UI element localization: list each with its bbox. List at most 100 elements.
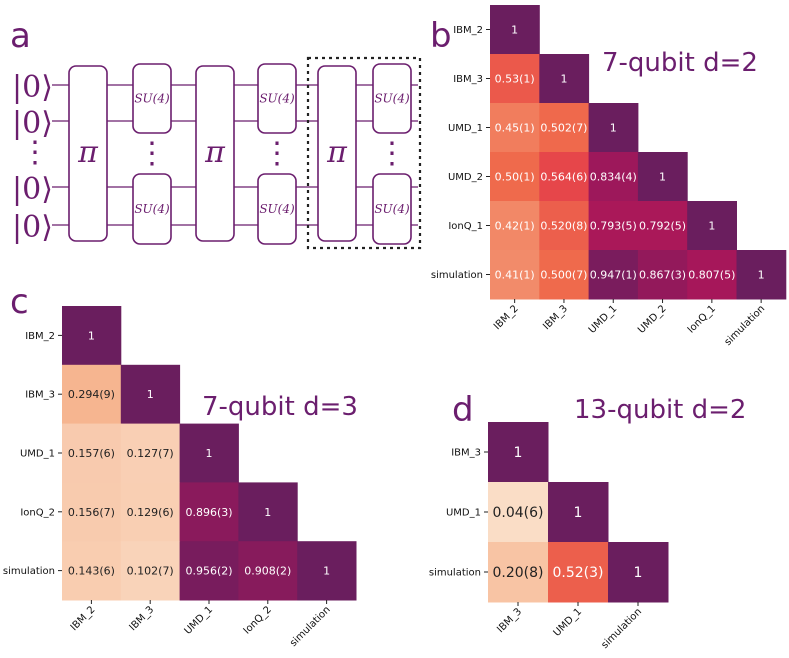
heatmap-cell bbox=[637, 201, 688, 251]
heatmap-cell bbox=[548, 482, 609, 543]
panel-c-title: 7-qubit d=3 bbox=[202, 392, 358, 422]
su4-gate-1-2 bbox=[132, 173, 172, 245]
heatmap-cell bbox=[548, 542, 609, 603]
y-tick-label: simulation bbox=[3, 566, 55, 577]
heatmap-cell-label: 0.20(8) bbox=[492, 565, 543, 581]
heatmap-cell bbox=[120, 364, 181, 425]
pi-gate-2 bbox=[195, 65, 235, 242]
heatmap-cell bbox=[297, 541, 357, 601]
y-tick-label: IonQ_1 bbox=[448, 221, 483, 232]
heatmap-cell bbox=[490, 5, 540, 55]
heatmap-cell bbox=[120, 482, 181, 542]
heatmap-cell-label: 0.129(6) bbox=[127, 506, 174, 519]
pi-gate-1 bbox=[68, 65, 108, 242]
heatmap-cell bbox=[120, 541, 181, 601]
y-tick-label: UMD_1 bbox=[446, 508, 481, 519]
heatmap-cell bbox=[62, 423, 122, 483]
y-tick-label: IBM_3 bbox=[451, 448, 481, 459]
su4-gate-label: SU(4) bbox=[374, 202, 410, 216]
heatmap-cell-label: 1 bbox=[264, 506, 271, 519]
heatmap-cell bbox=[62, 541, 122, 601]
x-tick-label: UMD_1 bbox=[552, 606, 585, 639]
su4-gate-label: SU(4) bbox=[259, 92, 295, 106]
heatmap-cell-label: 0.947(1) bbox=[590, 268, 637, 281]
heatmap-cell bbox=[637, 250, 688, 300]
heatmap-cell-label: 0.143(6) bbox=[68, 565, 115, 578]
heatmap-cell-label: 0.956(2) bbox=[185, 565, 232, 578]
heatmap-cell bbox=[488, 542, 549, 603]
heatmap-cell bbox=[588, 103, 639, 153]
heatmap-cell-label: 1 bbox=[659, 170, 666, 183]
ket-zero-3: |0⟩ bbox=[12, 172, 53, 207]
heatmap-cell-label: 0.564(6) bbox=[540, 170, 587, 183]
heatmap-cell-label: 0.41(1) bbox=[495, 268, 535, 281]
heatmap-cell-label: 0.127(7) bbox=[127, 447, 174, 460]
heatmap-cell bbox=[539, 54, 590, 104]
heatmap-cell-label: 0.50(1) bbox=[495, 170, 535, 183]
panel-b-title: 7-qubit d=2 bbox=[602, 48, 758, 78]
heatmap-cell-label: 0.156(7) bbox=[68, 506, 115, 519]
ket-zero-1: |0⟩ bbox=[12, 70, 53, 105]
su4-gate-label: SU(4) bbox=[134, 92, 170, 106]
heatmap-cell bbox=[687, 250, 737, 300]
heatmap-cell bbox=[687, 201, 737, 251]
heatmap-cell bbox=[608, 542, 669, 603]
x-tick-label: IBM_3 bbox=[495, 606, 524, 635]
panel-c-letter: c bbox=[10, 282, 29, 322]
heatmap-cell-label: 0.792(5) bbox=[639, 219, 686, 232]
heatmap-cell-label: 0.42(1) bbox=[495, 219, 535, 232]
ket-zero-2: |0⟩ bbox=[12, 106, 53, 141]
heatmap-cell-label: 0.04(6) bbox=[492, 505, 543, 521]
heatmap-cell-label: 0.908(2) bbox=[244, 565, 291, 578]
su4-dots: ⋮ bbox=[262, 136, 292, 171]
su4-gate-2-1 bbox=[257, 63, 297, 134]
heatmap-cell bbox=[490, 201, 540, 251]
heatmap-cell-label: 0.807(5) bbox=[688, 268, 735, 281]
heatmap-cell-label: 1 bbox=[610, 121, 617, 134]
heatmap-cell bbox=[490, 152, 540, 202]
heatmap-cell bbox=[490, 103, 540, 153]
heatmap-cell bbox=[490, 250, 540, 300]
x-tick-label: simulation bbox=[599, 606, 644, 651]
heatmap-cell-label: 1 bbox=[88, 329, 95, 342]
heatmap-cell-label: 1 bbox=[514, 445, 523, 461]
y-tick-label: IBM_3 bbox=[453, 74, 483, 85]
heatmap-cell bbox=[736, 250, 787, 300]
heatmap-cell bbox=[179, 482, 239, 542]
heatmap-cell-label: 1 bbox=[323, 565, 330, 578]
heatmap-cell bbox=[539, 152, 590, 202]
heatmap-cell-label: 0.834(4) bbox=[590, 170, 637, 183]
pi-gate-label: π bbox=[77, 135, 99, 170]
heatmap-cell bbox=[62, 364, 122, 425]
heatmap-cell-label: 0.53(1) bbox=[495, 72, 535, 85]
su4-gate-3-2 bbox=[372, 173, 412, 245]
heatmap-cell-label: 1 bbox=[206, 447, 213, 460]
y-tick-label: IBM_2 bbox=[453, 25, 483, 36]
y-tick-label: IonQ_2 bbox=[20, 507, 55, 518]
y-tick-label: UMD_1 bbox=[448, 123, 483, 134]
heatmap-cell-label: 0.157(6) bbox=[68, 447, 115, 460]
su4-dots: ⋮ bbox=[377, 136, 407, 171]
heatmap-cell-label: 0.520(8) bbox=[540, 219, 587, 232]
heatmap-cell bbox=[539, 201, 590, 251]
heatmap-cell-label: 1 bbox=[758, 268, 765, 281]
ket-zero-4: |0⟩ bbox=[12, 210, 53, 245]
su4-gate-1-1 bbox=[132, 63, 172, 134]
heatmap-cell bbox=[120, 423, 181, 483]
heatmap-cell bbox=[62, 306, 122, 366]
heatmap-cell bbox=[179, 423, 239, 483]
heatmap-cell-label: 1 bbox=[708, 219, 715, 232]
su4-dots: ⋮ bbox=[137, 136, 167, 171]
heatmap-cell bbox=[539, 103, 590, 153]
y-tick-label: simulation bbox=[431, 270, 483, 281]
heatmap-cell-label: 1 bbox=[147, 388, 154, 401]
pi-gate-label: π bbox=[204, 135, 226, 170]
heatmap-cell bbox=[238, 482, 298, 542]
y-tick-label: UMD_1 bbox=[20, 449, 55, 460]
heatmap-cell-label: 0.867(3) bbox=[639, 268, 686, 281]
heatmap-cell bbox=[539, 250, 590, 300]
heatmap-cell bbox=[588, 250, 639, 300]
panel-a-letter: a bbox=[10, 16, 31, 56]
